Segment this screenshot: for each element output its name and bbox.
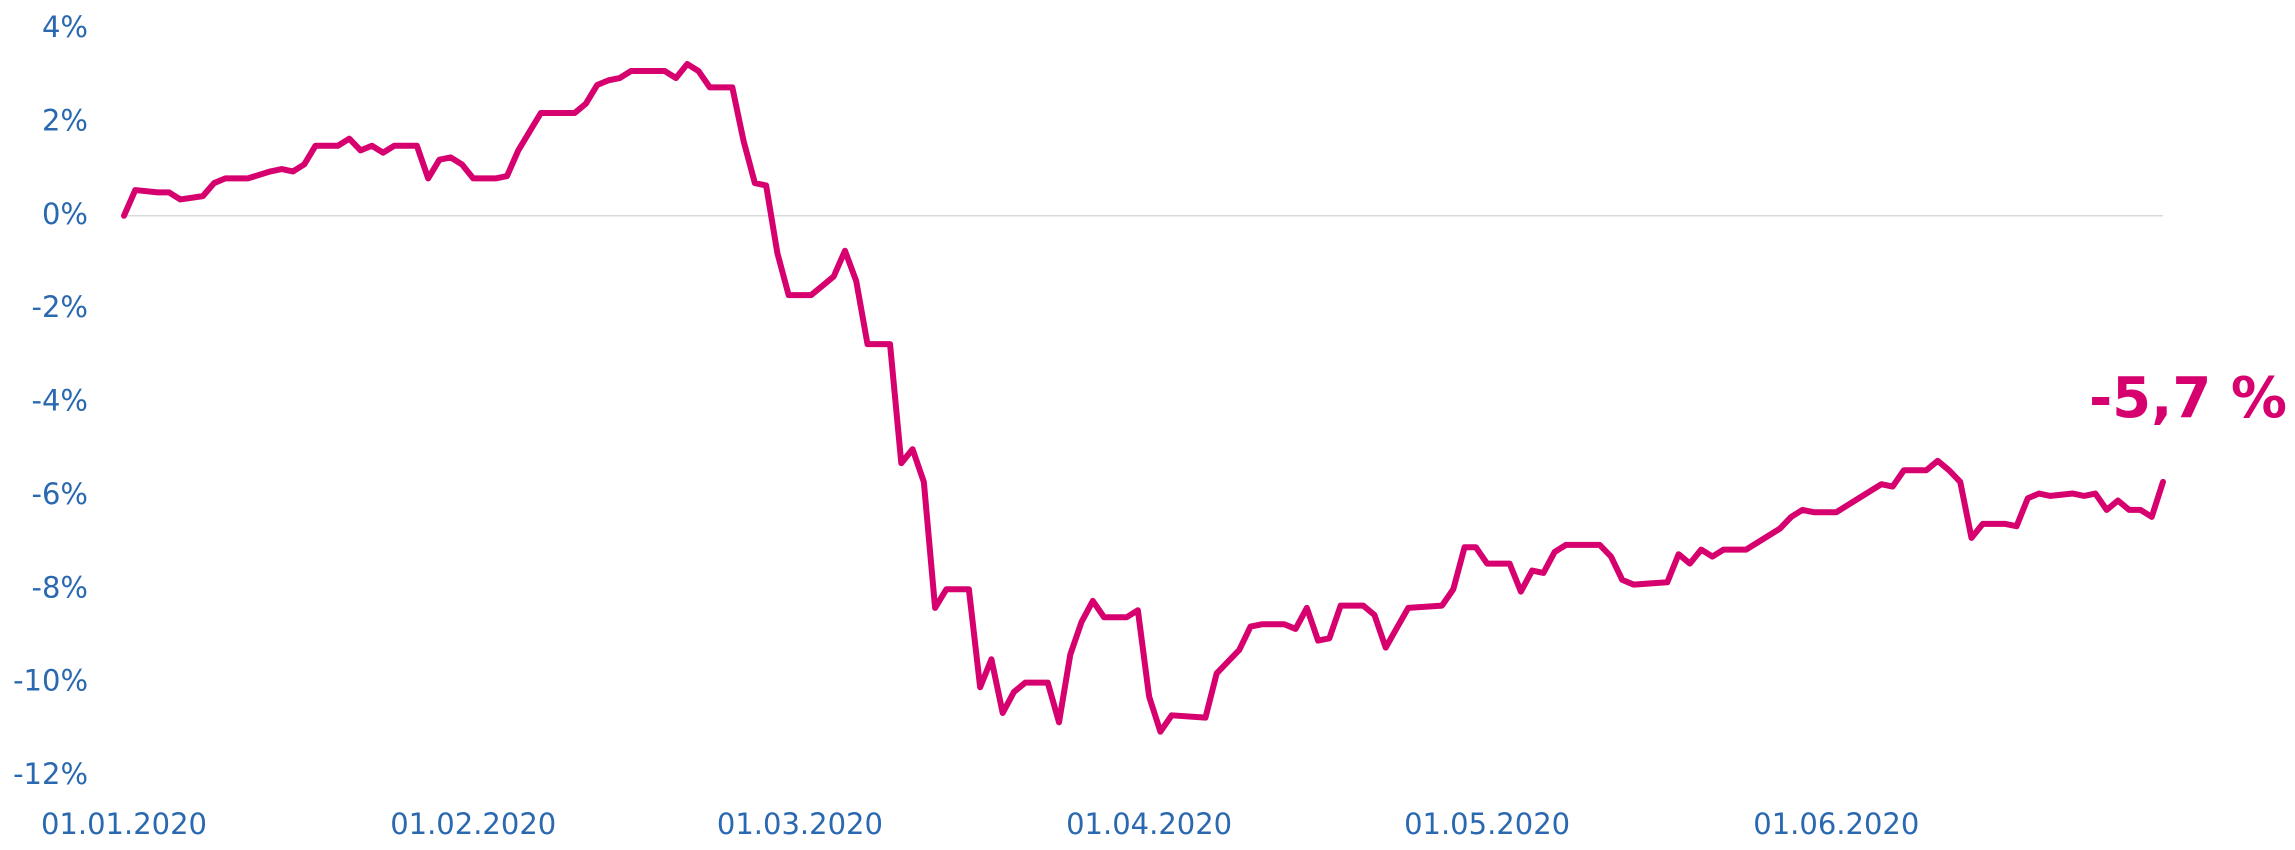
y-tick-label: 0% xyxy=(42,197,88,231)
y-tick-label: -6% xyxy=(32,477,88,511)
y-tick-label: -8% xyxy=(32,570,88,604)
x-tick-label: 01.02.2020 xyxy=(390,807,556,841)
data-line xyxy=(121,61,2166,735)
x-tick-label: 01.06.2020 xyxy=(1753,807,1919,841)
x-tick-label: 01.03.2020 xyxy=(717,807,883,841)
annotation: -5,7 % xyxy=(2089,366,2287,431)
y-tick-label: 2% xyxy=(42,103,88,137)
y-tick-label: -2% xyxy=(32,290,88,324)
y-tick-label: -4% xyxy=(32,384,88,418)
x-tick-label: 01.01.2020 xyxy=(41,807,207,841)
y-tick-label: 4% xyxy=(42,10,88,44)
x-tick-label: 01.05.2020 xyxy=(1404,807,1570,841)
x-tick-label: 01.04.2020 xyxy=(1066,807,1232,841)
y-tick-label: -10% xyxy=(13,664,88,698)
y-tick-label: -12% xyxy=(13,757,88,791)
